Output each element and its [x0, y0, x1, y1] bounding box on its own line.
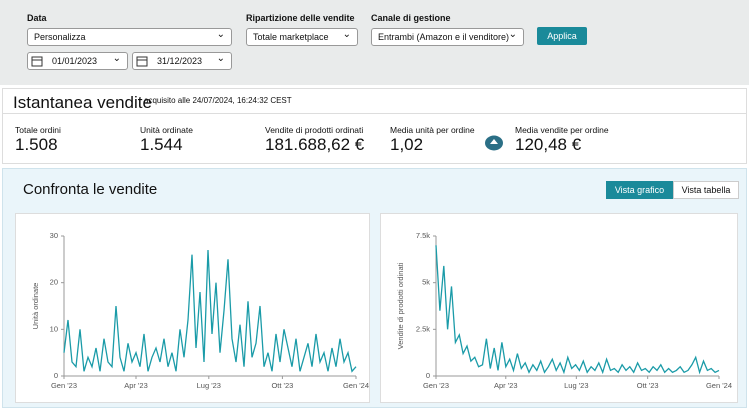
- label: Canale di gestione: [371, 13, 451, 23]
- divider: [3, 113, 746, 114]
- x-tick-label: Gen '24: [706, 381, 732, 390]
- metric-value: 1,02: [390, 135, 424, 154]
- select[interactable]: Personalizza: [27, 28, 232, 46]
- y-tick-label: 0: [54, 371, 58, 380]
- view-chart-button[interactable]: Vista grafico: [606, 181, 673, 199]
- y-tick-label: 30: [50, 231, 58, 240]
- x-tick-label: Gen '24: [343, 381, 369, 390]
- x-tick-label: Gen '23: [51, 381, 77, 390]
- metric-label: Totale ordini: [15, 125, 61, 135]
- y-tick-label: 7.5k: [416, 231, 430, 240]
- date-input[interactable]: 31/12/2023: [132, 52, 232, 70]
- label: Data: [27, 13, 47, 23]
- chart: 0 2.5k 5k 7.5k Gen '23 Apr '23 Lug '23 Ott '23 G…: [380, 213, 738, 403]
- info-icon: [485, 135, 503, 151]
- calendar-icon: [31, 56, 43, 67]
- metric-label: Vendite di prodotti ordinati: [265, 125, 364, 135]
- snapshot: Istantanea vendite acquisito alle 24/07/…: [2, 88, 747, 164]
- metric-value: 1.508: [15, 135, 58, 154]
- series-line: [63, 249, 357, 373]
- snapshot-title: Istantanea vendite: [13, 93, 152, 112]
- metric-label: Media unità per ordine: [390, 125, 475, 135]
- x-tick-label: Apr '23: [124, 381, 148, 390]
- chart: 0 10 20 30 Gen '23 Apr '23 Lug '23 Ott '23 Gen '…: [15, 213, 370, 403]
- apply-button[interactable]: Applica: [537, 27, 587, 45]
- y-axis-label: Vendite di prodotti ordinati: [396, 262, 405, 349]
- y-tick-label: 2.5k: [416, 324, 430, 333]
- x-tick-label: Ott '23: [271, 381, 293, 390]
- compare-title: Confronta le vendite: [23, 181, 158, 198]
- acquired-time: acquisito alle 24/07/2024, 16:24:32 CEST: [144, 96, 292, 105]
- select[interactable]: Entrambi (Amazon e il venditore): [371, 28, 524, 46]
- metric-label: Media vendite per ordine: [515, 125, 609, 135]
- select[interactable]: Totale marketplace: [246, 28, 358, 46]
- y-tick-label: 20: [50, 278, 58, 287]
- series-line: [435, 245, 720, 375]
- y-axis-label: Unità ordinate: [31, 283, 40, 330]
- x-tick-label: Apr '23: [494, 381, 518, 390]
- label: Ripartizione delle vendite: [246, 13, 355, 23]
- x-tick-label: Ott '23: [637, 381, 659, 390]
- date-input[interactable]: 01/01/2023: [27, 52, 128, 70]
- view-table-button[interactable]: Vista tabella: [673, 181, 739, 199]
- calendar-icon: [136, 56, 148, 67]
- x-tick-label: Lug '23: [564, 381, 588, 390]
- y-tick-label: 0: [426, 371, 430, 380]
- y-tick-label: 10: [50, 324, 58, 333]
- y-tick-label: 5k: [422, 278, 430, 287]
- metric-label: Unità ordinate: [140, 125, 193, 135]
- metric-value: 181.688,62 €: [265, 135, 365, 154]
- metric-value: 1.544: [140, 135, 183, 154]
- filter-bar: Data Personalizza 01/01/2023 31/12/2023 …: [0, 0, 749, 85]
- metric-value: 120,48 €: [515, 135, 582, 154]
- x-tick-label: Lug '23: [197, 381, 221, 390]
- x-tick-label: Gen '23: [423, 381, 449, 390]
